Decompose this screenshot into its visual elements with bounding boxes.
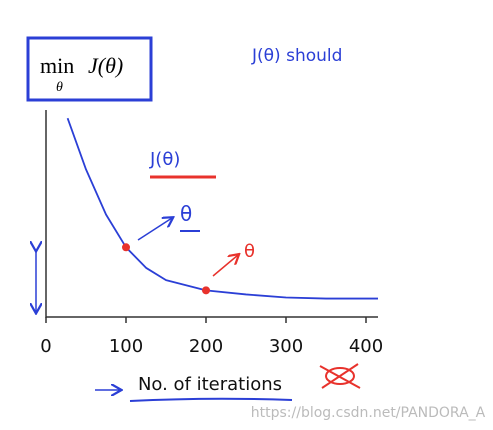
title-operator: min [40,53,74,78]
watermark: https://blog.csdn.net/PANDORA_A [251,405,486,421]
marker [202,286,210,295]
blue-arrow [137,218,172,241]
title-subscript: θ [56,80,63,95]
x-tick-label: 300 [269,336,303,357]
x-tick-label: 200 [189,336,223,357]
title-expression: J(θ) [88,53,123,78]
red-arrow [212,255,238,277]
blue-theta: θ [180,202,192,226]
top-note: J(θ) should [251,46,342,66]
marker [122,243,130,252]
red-theta: θ [244,241,255,262]
crossed-mark [319,363,361,389]
x-tick-label: 0 [40,336,51,357]
label-underline [129,397,293,402]
x-axis-label: No. of iterations [138,374,282,395]
curve-label: J(θ) [149,149,180,170]
x-tick-label: 400 [349,336,383,357]
x-tick-label: 100 [109,336,143,357]
title-box [26,36,153,102]
curve [66,117,378,300]
